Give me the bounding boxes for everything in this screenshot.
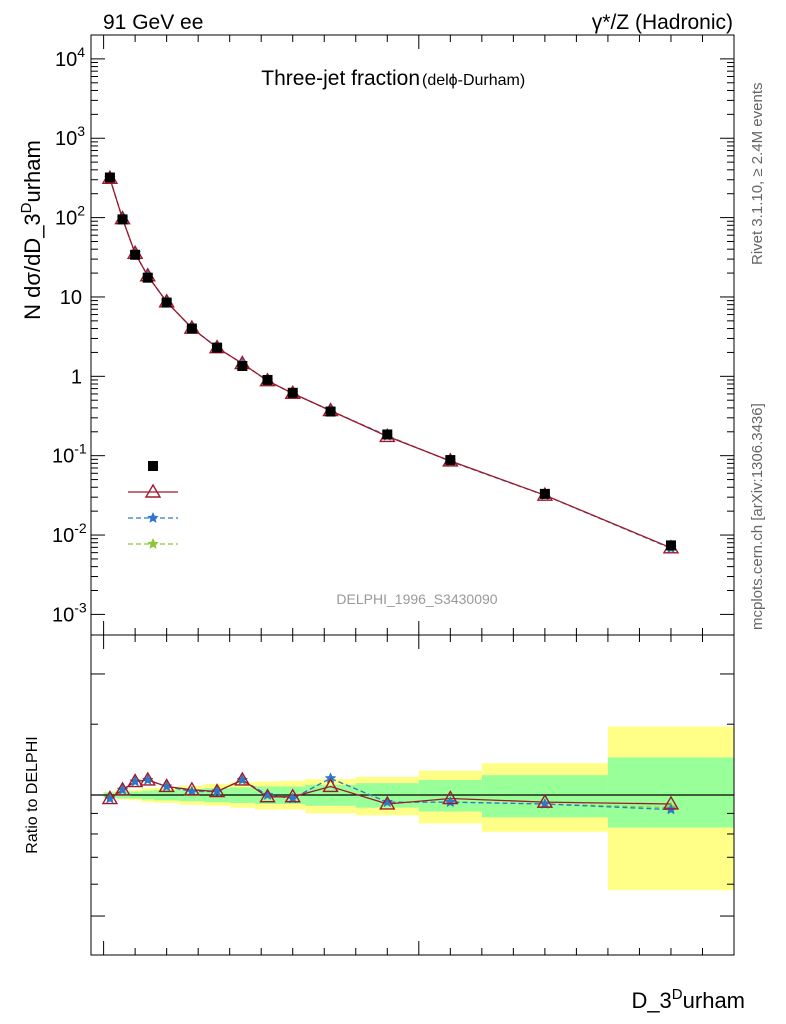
series-line	[109, 178, 672, 549]
ratio-point	[381, 795, 394, 808]
ratio-point	[236, 773, 249, 785]
ratio-point	[211, 785, 223, 797]
x-axis-title: D_3Durham	[631, 986, 745, 1013]
legend-marker	[144, 483, 162, 498]
top-plot-frame	[90, 34, 735, 636]
ratio-point	[536, 793, 554, 808]
ratio-point	[234, 771, 251, 786]
data-point	[382, 429, 393, 440]
y-tick-label: 1	[71, 366, 82, 388]
data-point	[539, 488, 550, 499]
y-axis-title-top: N dσ/dD_3Durham	[18, 140, 45, 320]
data-point	[287, 387, 298, 398]
ratio-point	[322, 778, 339, 793]
y-tick-label: 102	[55, 203, 85, 230]
y-tick-label: 10-3	[52, 599, 87, 626]
legend-marker	[147, 537, 159, 549]
data-point	[212, 342, 223, 353]
ratio-point	[104, 792, 116, 804]
side-label-top: Rivet 3.1.10, ≥ 2.4M events	[749, 83, 766, 266]
legend-marker	[148, 461, 158, 471]
data-point	[325, 406, 336, 417]
data-point	[130, 249, 141, 260]
chart-title: Three-jet fraction	[261, 67, 420, 90]
ratio-point	[116, 783, 129, 795]
watermark: DELPHI_1996_S3430090	[336, 591, 497, 607]
y-tick-label: 103	[55, 123, 85, 150]
data-point	[117, 214, 128, 225]
ratio-point	[259, 788, 276, 803]
legend	[128, 461, 178, 549]
data-point	[665, 540, 676, 551]
side-label-bottom: mcplots.cern.ch [arXiv:1306.3436]	[749, 403, 766, 630]
error-band-inner	[607, 757, 734, 828]
data-point	[262, 374, 273, 385]
chart-subtitle: (delϕ-Durham)	[422, 72, 525, 89]
legend-marker	[147, 511, 159, 523]
ratio-point	[114, 781, 131, 796]
data-point	[445, 455, 456, 466]
series-line	[109, 178, 672, 549]
ratio-point	[141, 773, 154, 785]
data-point	[161, 297, 172, 308]
ratio-point	[442, 790, 459, 805]
ratio-point	[160, 780, 173, 792]
series-line	[109, 178, 672, 549]
ratio-point	[662, 795, 680, 810]
error-band-inner	[418, 779, 482, 812]
data-point	[186, 323, 197, 334]
header-right: γ*/Z (Hadronic)	[592, 11, 733, 34]
y-tick-label: 10-1	[52, 441, 87, 468]
data-point	[237, 360, 248, 371]
ratio-point	[261, 788, 274, 800]
ratio-point	[129, 775, 142, 787]
ratio-point	[183, 781, 201, 796]
y-axis-title-bottom: Ratio to DELPHI	[24, 736, 41, 853]
y-tick-label: 104	[55, 44, 85, 71]
data-point	[104, 172, 115, 183]
ratio-point	[379, 795, 396, 810]
ratio-point	[158, 778, 175, 793]
ratio-point	[139, 771, 156, 786]
ratio-point	[284, 788, 301, 803]
y-tick-label: 10	[60, 287, 82, 309]
ratio-point	[101, 790, 119, 805]
y-tick-label: 10-2	[52, 520, 87, 547]
ratio-point	[126, 773, 144, 788]
header-left: 91 GeV ee	[103, 11, 203, 34]
data-point	[142, 272, 153, 283]
ratio-point	[208, 783, 226, 798]
